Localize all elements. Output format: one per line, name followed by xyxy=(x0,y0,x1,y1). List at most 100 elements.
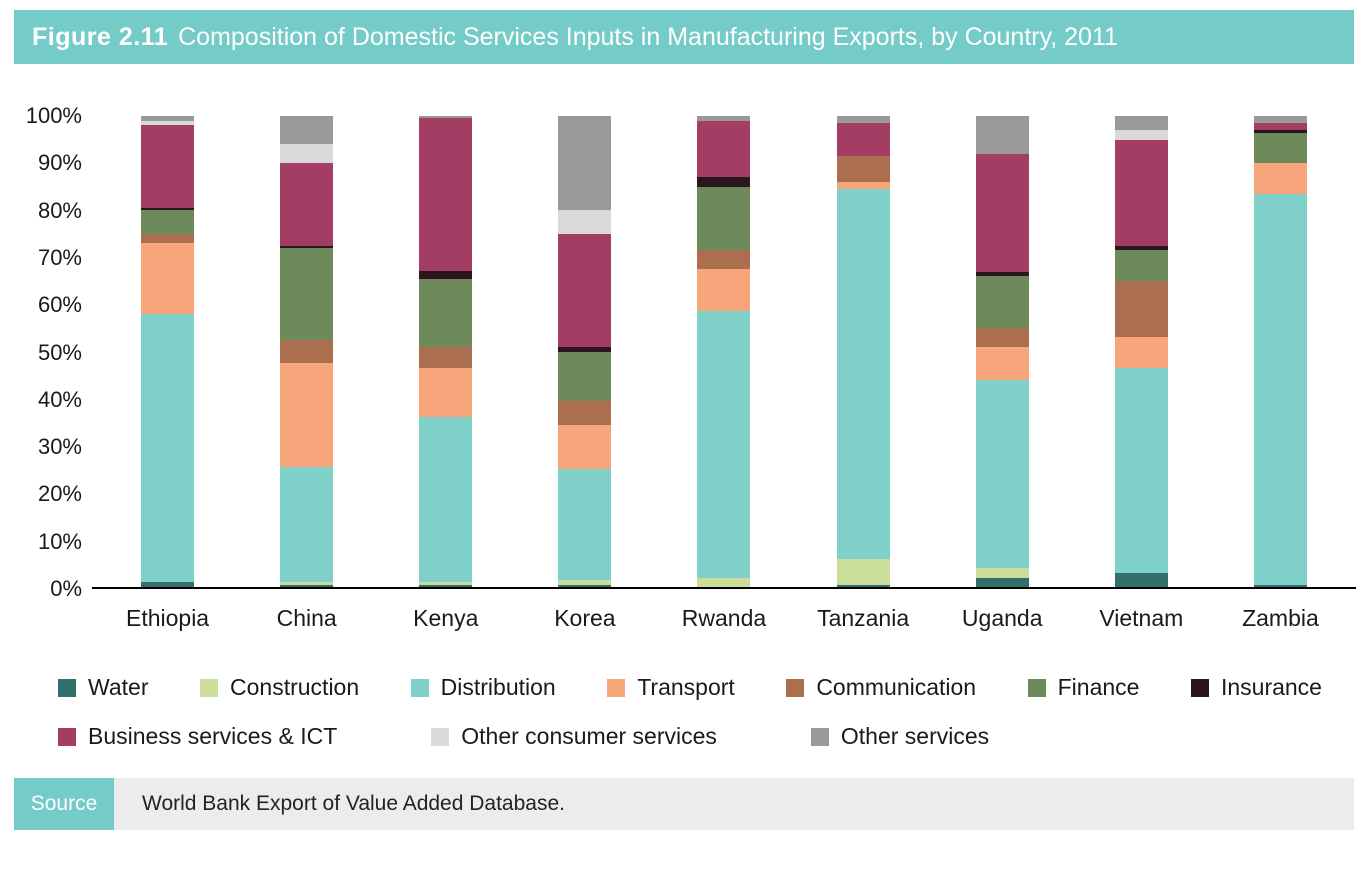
bar-china xyxy=(280,116,334,587)
legend-label-water: Water xyxy=(88,674,149,700)
legend-row-1: Water Construction Distribution Transport Co… xyxy=(58,674,1322,701)
segment-korea-other-services xyxy=(558,116,612,211)
category-label-china: China xyxy=(276,605,337,631)
category-label-kenya: Kenya xyxy=(413,605,479,631)
legend-label-other-consumer-services: Other consumer services xyxy=(461,723,717,749)
bar-tanzania xyxy=(836,116,890,587)
legend-label-business-services-ict: Business services & ICT xyxy=(88,723,338,749)
legend-swatch-distribution xyxy=(410,678,429,697)
segment-ethiopia-business-services-ict xyxy=(141,125,195,208)
y-tick-label-100: 100% xyxy=(25,103,82,128)
y-tick-label-0: 0% xyxy=(50,576,82,601)
segment-rwanda-distribution xyxy=(697,311,751,578)
segment-zambia-finance xyxy=(1253,132,1307,164)
y-tick-label-50: 50% xyxy=(37,339,82,365)
stacked-bar-chart: 0% 10% 20% 30% 40% 50% 60% 70% 80% 90% 100% xyxy=(18,103,1356,601)
segment-china-water xyxy=(280,584,334,587)
category-label-vietnam: Vietnam xyxy=(1099,605,1184,631)
segment-korea-insurance xyxy=(558,346,612,352)
category-label-ethiopia: Ethiopia xyxy=(125,605,210,631)
segment-vietnam-other-services xyxy=(1114,116,1168,131)
legend-label-other-services: Other services xyxy=(840,723,990,749)
category-label-rwanda: Rwanda xyxy=(681,605,767,631)
segment-uganda-insurance xyxy=(975,271,1029,277)
y-tick-label-60: 60% xyxy=(37,292,82,318)
legend-swatch-finance xyxy=(1027,678,1046,697)
segment-tanzania-construction xyxy=(836,558,890,585)
segment-korea-finance xyxy=(558,351,612,401)
segment-kenya-other-services xyxy=(419,116,473,119)
segment-tanzania-other-services xyxy=(836,116,890,124)
legend-label-finance: Finance xyxy=(1057,674,1140,700)
legend-swatch-construction xyxy=(200,678,219,697)
legend-item-transport: Transport xyxy=(607,674,735,701)
bar-uganda xyxy=(975,116,1029,587)
category-label-zambia: Zambia xyxy=(1242,605,1319,631)
segment-vietnam-transport xyxy=(1114,337,1168,368)
segment-kenya-communication xyxy=(419,346,473,369)
segment-uganda-finance xyxy=(975,276,1029,328)
legend-item-construction: Construction xyxy=(200,674,359,701)
segment-uganda-transport xyxy=(975,346,1029,380)
segment-china-construction xyxy=(280,582,334,585)
segment-china-business-services-ict xyxy=(280,163,334,246)
legend-item-communication: Communication xyxy=(786,674,976,701)
legend-item-water: Water xyxy=(58,674,149,701)
bar-slot-china xyxy=(237,116,376,587)
y-tick-label-80: 80% xyxy=(37,197,82,223)
segment-tanzania-transport xyxy=(836,181,890,190)
figure-header: Figure 2.11 Composition of Domestic Serv… xyxy=(14,10,1354,64)
segment-ethiopia-transport xyxy=(141,243,195,314)
bar-vietnam xyxy=(1114,116,1168,587)
segment-china-insurance xyxy=(280,245,334,248)
segment-zambia-business-services-ict xyxy=(1253,123,1307,131)
segment-rwanda-transport xyxy=(697,269,751,312)
segment-tanzania-communication xyxy=(836,156,890,182)
legend-swatch-communication xyxy=(786,678,805,697)
segment-kenya-distribution xyxy=(419,417,473,583)
segment-zambia-distribution xyxy=(1253,193,1307,585)
segment-korea-transport xyxy=(558,424,612,470)
segment-ethiopia-other-consumer-services xyxy=(141,120,195,126)
source-text: World Bank Export of Value Added Databas… xyxy=(114,778,1354,830)
segment-tanzania-water xyxy=(836,584,890,587)
segment-kenya-insurance xyxy=(419,271,473,279)
legend-swatch-transport xyxy=(607,678,626,697)
legend: Water Construction Distribution Transport Co… xyxy=(58,674,1322,750)
bar-slot-ethiopia xyxy=(98,116,237,587)
y-tick-label-70: 70% xyxy=(37,244,82,270)
legend-swatch-water xyxy=(58,678,76,697)
segment-uganda-water xyxy=(975,577,1029,587)
y-tick-label-90: 90% xyxy=(37,150,82,176)
legend-item-other-consumer-services: Other consumer services xyxy=(431,723,717,750)
bar-slot-kenya xyxy=(376,116,515,587)
segment-rwanda-finance xyxy=(697,186,751,251)
figure-title: Composition of Domestic Services Inputs … xyxy=(178,22,1118,51)
segment-china-communication xyxy=(280,339,334,364)
legend-label-transport: Transport xyxy=(637,674,735,700)
segment-kenya-water xyxy=(419,584,473,587)
segment-vietnam-distribution xyxy=(1114,368,1168,573)
category-label-korea: Korea xyxy=(554,605,616,631)
segment-china-other-services xyxy=(280,116,334,145)
segment-korea-other-consumer-services xyxy=(558,210,612,234)
y-tick-label-10: 10% xyxy=(37,528,82,554)
segment-tanzania-business-services-ict xyxy=(836,123,890,157)
legend-label-distribution: Distribution xyxy=(440,674,556,700)
legend-swatch-other-consumer-services xyxy=(431,727,450,746)
segment-rwanda-insurance xyxy=(697,177,751,187)
legend-item-insurance: Insurance xyxy=(1190,674,1322,701)
category-labels: Ethiopia China Kenya Korea Rwanda Tanzania Uga… xyxy=(92,605,1356,632)
segment-china-transport xyxy=(280,363,334,467)
segment-zambia-transport xyxy=(1253,163,1307,194)
segment-rwanda-communication xyxy=(697,250,751,270)
legend-item-finance: Finance xyxy=(1027,674,1140,701)
segment-uganda-construction xyxy=(975,568,1029,578)
segment-vietnam-business-services-ict xyxy=(1114,139,1168,246)
segment-uganda-other-services xyxy=(975,116,1029,154)
bar-korea xyxy=(558,116,612,587)
segment-ethiopia-water xyxy=(141,582,195,587)
segment-vietnam-finance xyxy=(1114,250,1168,281)
segment-rwanda-business-services-ict xyxy=(697,120,751,178)
source-label: Source xyxy=(14,778,114,830)
